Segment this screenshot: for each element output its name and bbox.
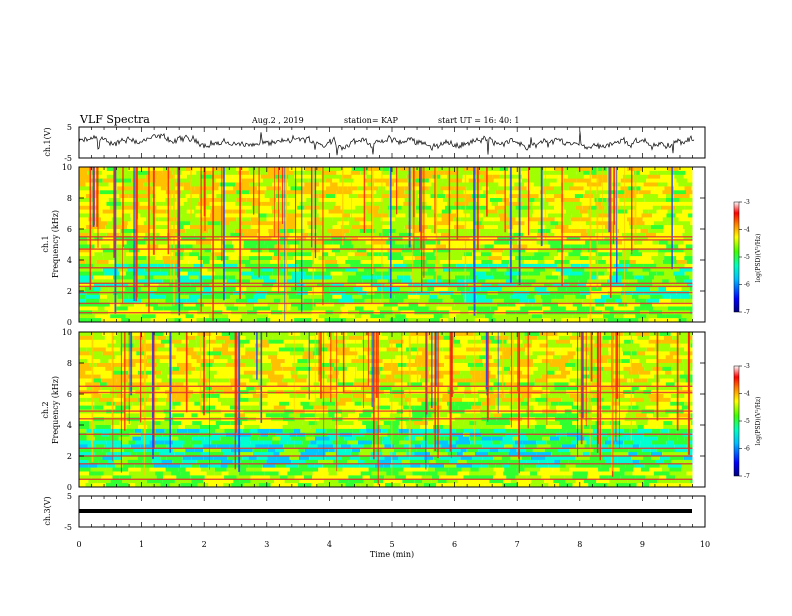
ch1-spectrogram-image — [79, 167, 693, 322]
freq-tick-label: 4 — [67, 421, 72, 430]
freq-tick-label: 8 — [67, 194, 72, 203]
cb2-label: log(PSD)(V²/Hz) — [755, 397, 762, 446]
time-tick-label: 3 — [264, 540, 269, 549]
ch2-colorbar: log(PSD)(V²/Hz) -3 -4 -5 -6 -7 — [734, 363, 762, 480]
freq-tick-label: 6 — [67, 225, 72, 234]
colorbar-tick-label: -6 — [744, 446, 750, 453]
ch3-ytick-bottom: -5 — [64, 523, 72, 532]
freq-tick-label: 2 — [67, 287, 72, 296]
colorbar-tick-label: -5 — [744, 418, 750, 425]
colorbar-tick-label: -3 — [744, 199, 750, 206]
ch1-spectrogram-panel: 0 2 4 6 8 10 ch.1 Frequency (kHz) — [41, 163, 705, 327]
colorbar-tick-label: -5 — [744, 254, 750, 261]
freq-tick-label: 0 — [67, 483, 72, 492]
freq-tick-label: 2 — [67, 452, 72, 461]
colorbar-tick-label: -7 — [744, 309, 750, 316]
ch1-waveform-panel: 5 -5 ch.1(V) — [43, 123, 705, 163]
station-label: station= KAP — [344, 116, 399, 125]
time-tick-label: 1 — [139, 540, 144, 549]
ch1-colorbar: log(PSD)(V²/Hz) -3 -4 -5 -6 -7 — [734, 199, 762, 316]
freq-tick-label: 0 — [67, 318, 72, 327]
colorbar-tick-label: -7 — [744, 473, 750, 480]
time-tick-label: 9 — [640, 540, 645, 549]
freq-tick-label: 10 — [62, 163, 72, 172]
ch3-ylabel: ch.3(V) — [43, 496, 52, 525]
ch2-spec-ylabel-freq: Frequency (kHz) — [51, 376, 60, 444]
time-tick-label: 7 — [515, 540, 520, 549]
ch2-spectrogram-panel: 0 2 4 6 8 10 ch.2 Frequency (kHz) — [41, 328, 705, 492]
freq-tick-label: 10 — [62, 328, 72, 337]
colorbar-tick-label: -4 — [744, 227, 750, 234]
cb1-label: log(PSD)(V²/Hz) — [755, 234, 762, 283]
ch1-ylabel: ch.1(V) — [43, 127, 52, 156]
ch3-waveform-panel: 5 -5 ch.3(V) — [43, 492, 705, 532]
ch3-ytick-top: 5 — [67, 492, 72, 501]
time-tick-label: 0 — [76, 540, 81, 549]
time-tick-label: 6 — [452, 540, 457, 549]
freq-tick-label: 4 — [67, 256, 72, 265]
colorbar-tick-label: -3 — [744, 363, 750, 370]
ch1-spec-ylabel-ch: ch.1 — [41, 235, 50, 252]
freq-tick-label: 6 — [67, 390, 72, 399]
time-tick-label: 5 — [389, 540, 394, 549]
time-tick-label: 10 — [700, 540, 710, 549]
freq-tick-label: 8 — [67, 359, 72, 368]
start-time-label: start UT = 16: 40: 1 — [438, 116, 519, 125]
colorbar-tick-label: -4 — [744, 391, 750, 398]
time-tick-label: 8 — [577, 540, 582, 549]
ch2-spectrogram-image — [79, 332, 693, 487]
date-label: Aug.2 , 2019 — [251, 116, 304, 125]
colorbar-tick-label: -6 — [744, 282, 750, 289]
ch1-ytick-bottom: -5 — [64, 154, 72, 163]
ch1-ytick-top: 5 — [67, 123, 72, 132]
time-tick-label: 4 — [327, 540, 332, 549]
figure-title: VLF Spectra — [79, 113, 150, 126]
ch1-spec-ylabel-freq: Frequency (kHz) — [51, 210, 60, 278]
time-tick-label: 2 — [202, 540, 207, 549]
time-axis-label: Time (min) — [370, 550, 414, 559]
ch2-spec-ylabel-ch: ch.2 — [41, 401, 50, 418]
